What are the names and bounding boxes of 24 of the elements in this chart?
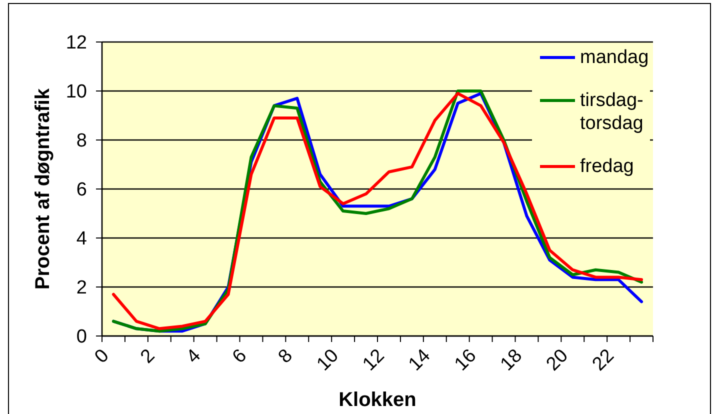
x-tick-label: 14	[404, 345, 435, 376]
y-tick-label: 8	[76, 130, 87, 152]
legend-label: fredag	[580, 156, 634, 177]
y-tick-label: 2	[76, 278, 87, 299]
y-axis-title: Procent af døgntrafik	[32, 88, 54, 290]
legend-label: tirsdag-torsdag	[580, 90, 644, 134]
x-axis-title: Klokken	[338, 389, 416, 411]
x-tick-label: 6	[228, 345, 251, 368]
x-tick-label: 10	[313, 345, 343, 376]
legend-label: mandag	[580, 47, 649, 68]
x-tick-label: 0	[90, 345, 114, 368]
x-tick-label: 4	[182, 345, 206, 368]
y-tick-label: 4	[76, 228, 88, 250]
y-tick-label: 10	[66, 82, 87, 103]
x-tick-label: 16	[450, 345, 481, 376]
y-tick-label: 0	[76, 326, 87, 348]
x-tick-label: 8	[274, 345, 297, 368]
y-tick-label: 6	[76, 180, 87, 201]
x-tick-label: 20	[542, 345, 572, 376]
x-tick-label: 12	[358, 345, 389, 376]
x-tick-label: 18	[496, 345, 526, 376]
y-tick-label: 12	[66, 32, 87, 54]
x-tick-label: 22	[588, 345, 618, 376]
x-tick-label: 2	[136, 345, 160, 368]
